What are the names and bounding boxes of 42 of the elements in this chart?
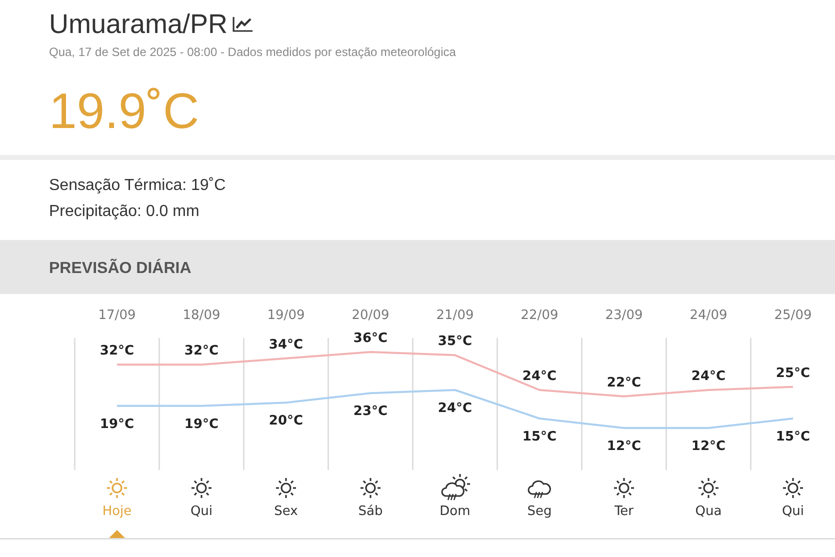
data-label: 24°C (522, 369, 557, 384)
text: Hoje (102, 504, 132, 519)
data-label: 32°C (184, 344, 219, 359)
text: PREVISÃO DIÁRIA (49, 258, 192, 277)
chart-subtitle: Qua, 17 de Set de 2025 - 08:00 - Dados medidos por estação meteorológica (49, 45, 456, 59)
x-tick-label: 17/09 (98, 308, 136, 323)
text: Qua (695, 504, 722, 519)
data-label: 23°C (353, 404, 388, 420)
data-label: 22°C (606, 375, 642, 390)
data-label: 15°C (522, 430, 557, 444)
chart-title: Umuarama/PR (49, 9, 228, 39)
text: Qui (782, 504, 804, 519)
data-label: 34°C (268, 337, 304, 352)
data-label: 35°C (438, 334, 472, 350)
data-label: 19°C (184, 416, 219, 432)
x-tick-label: 24/09 (690, 308, 728, 323)
x-tick-label: 20/09 (352, 308, 390, 323)
text: Sex (274, 504, 298, 519)
text: Precipitação: 0.0 mm (49, 203, 200, 220)
text: Qui (190, 504, 213, 519)
data-label: 32°C (100, 344, 134, 359)
text: Dom (440, 504, 470, 519)
data-label: 15°C (776, 430, 810, 444)
text: 19.9˚C (49, 83, 200, 139)
data-label: 20°C (268, 414, 304, 429)
x-tick-label: 25/09 (774, 308, 812, 323)
text: Ter (613, 504, 634, 519)
x-tick-label: 19/09 (267, 308, 305, 323)
x-tick-label: 23/09 (605, 308, 643, 323)
text: Sáb (358, 504, 383, 519)
text: Seg (527, 504, 552, 519)
x-tick-label: 18/09 (182, 308, 220, 323)
data-label: 19°C (100, 416, 134, 432)
data-label: 12°C (691, 439, 726, 454)
data-label: 12°C (606, 439, 642, 454)
data-label: 36°C (353, 331, 388, 346)
text: Sensação Térmica: 19˚C (49, 177, 226, 194)
data-label: 24°C (438, 401, 472, 416)
data-label: 25°C (776, 366, 810, 381)
data-label: 24°C (691, 369, 726, 384)
x-tick-label: 21/09 (436, 308, 474, 323)
x-tick-label: 22/09 (520, 308, 558, 323)
